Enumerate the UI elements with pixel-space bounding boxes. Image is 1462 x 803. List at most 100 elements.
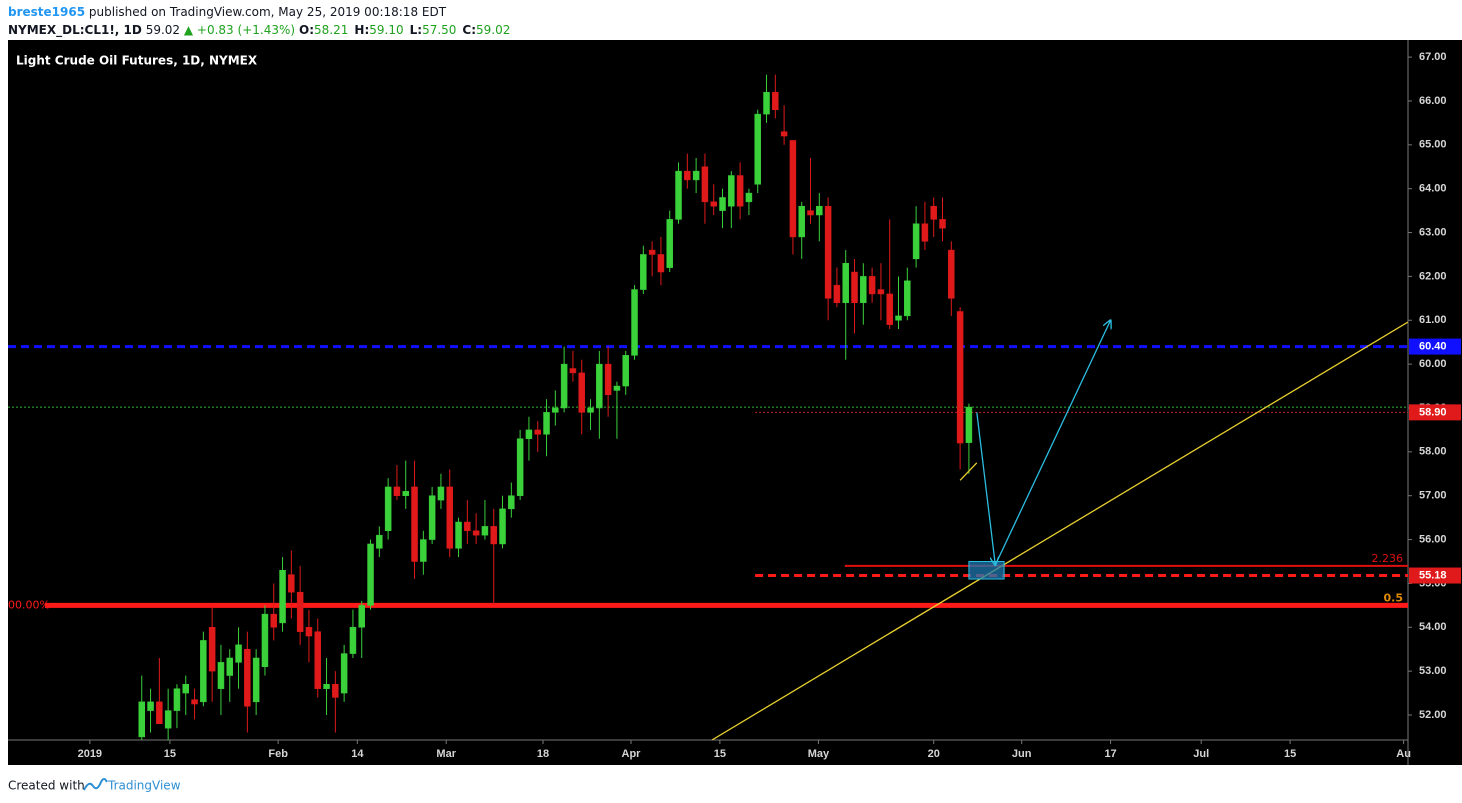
price-label: 58.90 (1419, 406, 1447, 418)
candle-body (965, 406, 973, 443)
candle-body (252, 657, 260, 703)
candle-body (138, 701, 146, 738)
candle-body (147, 701, 154, 711)
ohlc-label: C: (462, 23, 476, 37)
y-tick-label: 67.00 (1419, 51, 1447, 63)
candle-body (587, 407, 594, 413)
ohlc-label: H: (354, 23, 369, 37)
x-tick-label: Au (1396, 748, 1411, 760)
candle-body (851, 271, 858, 303)
target-zone (968, 560, 1005, 580)
candle-body (182, 684, 189, 694)
change: ▲ +0.83 (+1.43%) (184, 23, 295, 37)
candle-body (472, 530, 480, 536)
candle-body (912, 223, 920, 260)
candle-body (613, 385, 621, 391)
candle-body (596, 363, 603, 409)
y-tick-label: 61.00 (1419, 314, 1447, 326)
candle-body (499, 508, 506, 545)
candle-body (675, 170, 682, 220)
candle-body (692, 170, 700, 181)
candle-body (736, 175, 744, 207)
x-tick-label: Jul (1193, 748, 1209, 760)
published: published on TradingView.com, May 25, 20… (89, 5, 447, 19)
candle-body (657, 254, 665, 273)
candle-body (904, 280, 911, 317)
candle-body (745, 192, 753, 203)
candle-body (560, 363, 568, 409)
price-label: 55.18 (1419, 569, 1447, 581)
y-tick-label: 58.00 (1419, 446, 1447, 458)
header-line-1: breste1965 published on TradingView.com,… (8, 5, 447, 19)
candle-body (552, 407, 559, 413)
candle-body (402, 491, 409, 496)
candle-body (340, 653, 348, 694)
candle-body (464, 521, 471, 532)
candle-body (604, 363, 612, 396)
y-tick-label: 57.00 (1419, 490, 1447, 502)
candle-body (701, 166, 709, 203)
candle-body (270, 613, 277, 628)
ohlc-value: 59.10 (369, 23, 403, 37)
candle-body (807, 210, 814, 216)
ohlc-label: O: (299, 23, 314, 37)
candle-body (173, 688, 181, 711)
candle-body (780, 131, 788, 137)
candle-body (516, 438, 524, 496)
candle-body (428, 495, 436, 540)
x-tick-label: 15 (164, 748, 176, 760)
y-tick-label: 62.00 (1419, 270, 1447, 282)
candle-body (719, 197, 726, 211)
candle-body (710, 201, 717, 207)
x-tick-label: 14 (351, 748, 364, 760)
candle-body (798, 205, 805, 238)
x-tick-label: Mar (436, 748, 456, 760)
candle-body (208, 627, 216, 672)
x-tick-label: Feb (268, 748, 288, 760)
y-tick-label: 63.00 (1419, 226, 1447, 238)
projection-arrow (976, 412, 995, 565)
candle-body (525, 429, 533, 439)
candle-body (895, 315, 902, 321)
candle-body (288, 574, 295, 593)
symbol: NYMEX_DL:CL1!, 1D (8, 23, 142, 38)
ohlc-value: 57.50 (422, 23, 456, 37)
candle-body (200, 640, 207, 703)
candle-body (437, 486, 445, 501)
ohlc-value: 59.02 (476, 23, 510, 37)
candle-body (367, 543, 374, 606)
candle-body (860, 276, 867, 303)
candle-body (508, 495, 515, 510)
price-label: 60.40 (1419, 340, 1447, 352)
price-label-box (1409, 404, 1461, 421)
candle-body (446, 486, 453, 549)
chart-background (8, 40, 1462, 765)
y-tick-label: 65.00 (1419, 139, 1447, 151)
candle-body (420, 539, 427, 562)
candle-body (305, 627, 313, 637)
footer-brand[interactable]: TradingView (107, 779, 181, 793)
candle-body (886, 293, 893, 325)
candle-body (939, 219, 946, 229)
candle-body (349, 627, 357, 654)
candle-body (534, 429, 541, 435)
candle-body (789, 140, 797, 238)
candle-body (956, 311, 964, 444)
candle-body (358, 605, 365, 628)
candle-body (164, 710, 172, 729)
x-tick-label: 15 (714, 748, 726, 760)
candle-body (640, 254, 647, 290)
projection-arrow (994, 320, 1110, 566)
y-tick-label: 60.00 (1419, 358, 1447, 370)
candle-body (244, 648, 251, 707)
candle-body (728, 175, 735, 207)
candle-body (816, 205, 823, 216)
candle-body (684, 170, 691, 181)
author[interactable]: breste1965 (8, 5, 85, 19)
y-tick-label: 54.00 (1419, 621, 1447, 633)
x-tick-label: Apr (622, 748, 642, 760)
candle-body (332, 684, 339, 698)
candle-body (217, 662, 225, 689)
candle-body (393, 486, 401, 496)
